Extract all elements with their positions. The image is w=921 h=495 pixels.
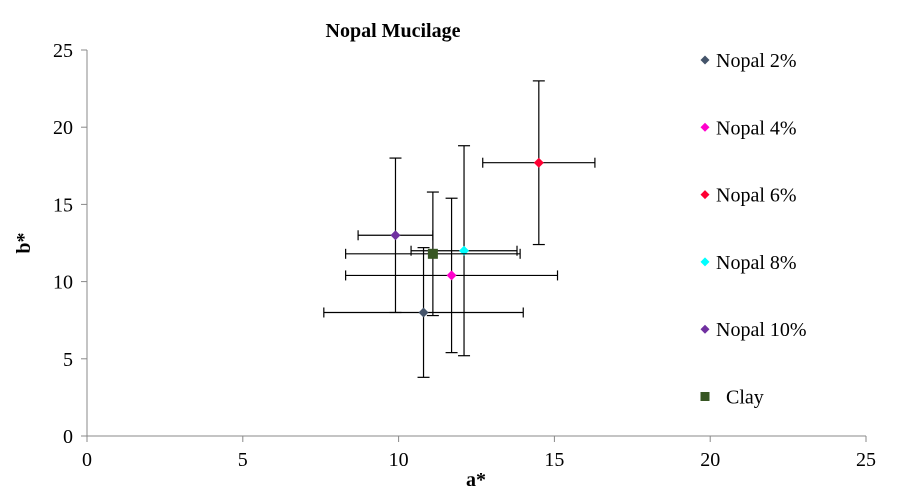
x-tick-label: 15	[544, 449, 564, 471]
legend-item: Nopal 8%	[700, 252, 797, 274]
x-tick-label: 0	[82, 449, 92, 471]
legend-item: Nopal 2%	[700, 50, 797, 72]
data-point	[418, 307, 429, 318]
series-nopal-8-	[410, 145, 518, 357]
legend-item: Nopal 10%	[700, 319, 807, 341]
x-axis-label: a*	[466, 469, 486, 491]
legend-label: Clay	[726, 387, 764, 409]
legend-label: Nopal 8%	[716, 252, 797, 274]
series-clay	[345, 191, 521, 317]
y-tick-label: 5	[63, 349, 73, 371]
legend-label: Nopal 10%	[716, 319, 807, 341]
data-point	[390, 230, 401, 241]
x-tick-label: 25	[856, 449, 876, 471]
legend-label: Nopal 6%	[716, 185, 797, 207]
y-tick-label: 15	[53, 194, 73, 216]
data-point	[446, 270, 457, 281]
x-tick-label: 5	[238, 449, 248, 471]
legend-item: Nopal 6%	[700, 185, 797, 207]
y-tick-label: 10	[53, 272, 73, 294]
legend-marker	[700, 392, 710, 401]
legend-item: Nopal 4%	[700, 117, 797, 139]
series-nopal-4-	[345, 197, 559, 354]
legend-marker	[700, 190, 710, 200]
series-nopal-10-	[357, 157, 434, 314]
chart-title: Nopal Mucilage	[326, 20, 461, 42]
legend-marker	[700, 55, 710, 65]
series-nopal-6-	[482, 80, 596, 246]
data-point	[533, 157, 544, 168]
data-point	[427, 248, 438, 259]
y-tick-label: 0	[63, 426, 73, 448]
legend-label: Nopal 4%	[716, 117, 797, 139]
legend-label: Nopal 2%	[716, 50, 797, 72]
y-tick-label: 20	[53, 117, 73, 139]
legend-marker	[700, 257, 710, 267]
legend-marker	[700, 122, 710, 132]
x-tick-label: 20	[700, 449, 720, 471]
legend-marker	[700, 324, 710, 334]
series-nopal-2-	[323, 247, 524, 378]
x-tick-label: 10	[389, 449, 409, 471]
y-axis-label: b*	[13, 232, 35, 253]
y-tick-label: 25	[53, 40, 73, 62]
legend-item: Clay	[700, 387, 764, 409]
